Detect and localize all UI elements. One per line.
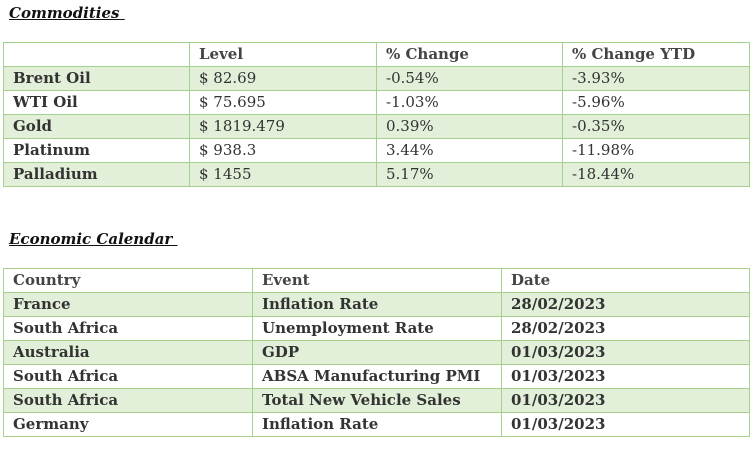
table-row: South Africa ABSA Manufacturing PMI 01/0… xyxy=(3,364,750,389)
table-row: Palladium $ 1455 5.17% -18.44% xyxy=(3,162,750,187)
event-country: Australia xyxy=(3,340,253,365)
commodities-table: Level % Change % Change YTD Brent Oil $ … xyxy=(3,42,750,187)
commodity-ytd: -18.44% xyxy=(562,162,750,187)
event-date: 01/03/2023 xyxy=(501,412,750,437)
commodity-ytd: -5.96% xyxy=(562,90,750,115)
commodities-heading: Commodities xyxy=(9,4,125,22)
commodity-name: WTI Oil xyxy=(3,90,190,115)
event-name: Unemployment Rate xyxy=(252,316,502,341)
column-header-event: Event xyxy=(252,268,502,293)
event-country: South Africa xyxy=(3,316,253,341)
commodity-ytd: -0.35% xyxy=(562,114,750,139)
table-row: Australia GDP 01/03/2023 xyxy=(3,340,750,365)
event-date: 28/02/2023 xyxy=(501,316,750,341)
calendar-table: Country Event Date France Inflation Rate… xyxy=(3,268,750,437)
calendar-heading: Economic Calendar xyxy=(9,230,178,248)
commodity-ytd: -3.93% xyxy=(562,66,750,91)
column-header-ytd: % Change YTD xyxy=(562,42,750,67)
event-name: GDP xyxy=(252,340,502,365)
table-row: South Africa Unemployment Rate 28/02/202… xyxy=(3,316,750,341)
table-row: France Inflation Rate 28/02/2023 xyxy=(3,292,750,317)
event-date: 28/02/2023 xyxy=(501,292,750,317)
column-header-country: Country xyxy=(3,268,253,293)
commodity-level: $ 1455 xyxy=(189,162,377,187)
event-date: 01/03/2023 xyxy=(501,340,750,365)
event-country: South Africa xyxy=(3,364,253,389)
commodities-header-row: Level % Change % Change YTD xyxy=(3,42,750,67)
commodity-change: -1.03% xyxy=(376,90,563,115)
commodity-name: Palladium xyxy=(3,162,190,187)
commodity-change: 3.44% xyxy=(376,138,563,163)
event-name: Total New Vehicle Sales xyxy=(252,388,502,413)
commodity-name: Platinum xyxy=(3,138,190,163)
event-country: France xyxy=(3,292,253,317)
table-row: Germany Inflation Rate 01/03/2023 xyxy=(3,412,750,437)
event-country: Germany xyxy=(3,412,253,437)
commodity-level: $ 938.3 xyxy=(189,138,377,163)
event-date: 01/03/2023 xyxy=(501,388,750,413)
commodity-level: $ 75.695 xyxy=(189,90,377,115)
commodity-level: $ 82.69 xyxy=(189,66,377,91)
event-date: 01/03/2023 xyxy=(501,364,750,389)
table-row: Gold $ 1819.479 0.39% -0.35% xyxy=(3,114,750,139)
table-row: Brent Oil $ 82.69 -0.54% -3.93% xyxy=(3,66,750,91)
commodity-change: -0.54% xyxy=(376,66,563,91)
column-header-date: Date xyxy=(501,268,750,293)
event-country: South Africa xyxy=(3,388,253,413)
column-header-level: Level xyxy=(189,42,377,67)
column-header-change: % Change xyxy=(376,42,563,67)
table-row: WTI Oil $ 75.695 -1.03% -5.96% xyxy=(3,90,750,115)
calendar-header-row: Country Event Date xyxy=(3,268,750,293)
column-header xyxy=(3,42,190,67)
commodity-name: Brent Oil xyxy=(3,66,190,91)
table-row: South Africa Total New Vehicle Sales 01/… xyxy=(3,388,750,413)
commodity-change: 5.17% xyxy=(376,162,563,187)
commodity-change: 0.39% xyxy=(376,114,563,139)
commodity-name: Gold xyxy=(3,114,190,139)
table-row: Platinum $ 938.3 3.44% -11.98% xyxy=(3,138,750,163)
event-name: Inflation Rate xyxy=(252,412,502,437)
event-name: Inflation Rate xyxy=(252,292,502,317)
event-name: ABSA Manufacturing PMI xyxy=(252,364,502,389)
commodity-ytd: -11.98% xyxy=(562,138,750,163)
commodity-level: $ 1819.479 xyxy=(189,114,377,139)
